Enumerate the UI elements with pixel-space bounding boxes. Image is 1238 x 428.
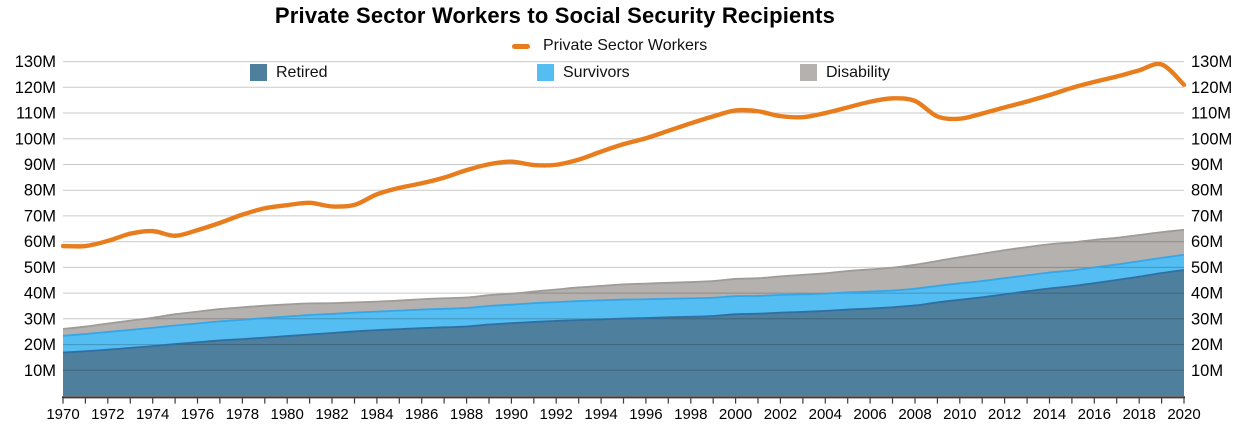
chart-title: Private Sector Workers to Social Securit… — [274, 3, 836, 28]
svg-text:2016: 2016 — [1078, 406, 1111, 423]
line-series — [60, 61, 1187, 249]
svg-text:2006: 2006 — [853, 406, 886, 423]
legend-item-disability: Disability — [800, 63, 890, 82]
svg-text:1986: 1986 — [405, 406, 438, 423]
svg-text:120M: 120M — [1191, 79, 1232, 97]
svg-text:120M: 120M — [15, 79, 56, 97]
svg-text:90M: 90M — [24, 156, 56, 174]
y-axis-labels-right: 10M 20M 30M 40M 50M 60M 70M 80M 90M 100M 110M 120M 1… — [1191, 53, 1232, 380]
x-axis — [62, 396, 1185, 404]
svg-text:1990: 1990 — [495, 406, 528, 423]
svg-text:100M: 100M — [1191, 130, 1232, 148]
area-retired — [63, 269, 1184, 396]
svg-text:1970: 1970 — [46, 406, 79, 423]
retired-swatch-icon — [250, 64, 267, 81]
svg-text:2002: 2002 — [764, 406, 797, 423]
y-axis-labels-left: 10M 20M 30M 40M 50M 60M 70M 80M 90M 100M 110M 120M 1… — [15, 53, 56, 380]
legend-line-series: Private Sector Workers — [512, 36, 707, 56]
svg-text:2014: 2014 — [1033, 406, 1066, 423]
svg-text:70M: 70M — [1191, 207, 1223, 225]
svg-text:50M: 50M — [1191, 259, 1223, 277]
svg-text:110M: 110M — [1191, 105, 1231, 123]
svg-text:2004: 2004 — [809, 406, 842, 423]
svg-text:2000: 2000 — [719, 406, 752, 423]
legend-item-survivors: Survivors — [537, 63, 630, 82]
svg-text:10M: 10M — [24, 362, 56, 380]
svg-text:30M: 30M — [24, 310, 56, 328]
svg-text:1980: 1980 — [271, 406, 304, 423]
svg-text:80M: 80M — [1191, 182, 1223, 200]
svg-text:2018: 2018 — [1123, 406, 1156, 423]
svg-text:2012: 2012 — [988, 406, 1021, 423]
svg-text:1988: 1988 — [450, 406, 483, 423]
svg-text:1994: 1994 — [584, 406, 617, 423]
svg-text:40M: 40M — [1191, 285, 1223, 303]
svg-text:60M: 60M — [1191, 233, 1223, 251]
svg-text:20M: 20M — [1191, 336, 1223, 354]
svg-text:2008: 2008 — [898, 406, 931, 423]
svg-text:130M: 130M — [1191, 53, 1232, 71]
svg-text:1974: 1974 — [136, 406, 169, 423]
disability-swatch-icon — [800, 64, 817, 81]
area-edges — [62, 228, 1185, 354]
svg-text:70M: 70M — [24, 207, 56, 225]
svg-text:2020: 2020 — [1167, 406, 1200, 423]
svg-text:1972: 1972 — [91, 406, 124, 423]
svg-text:1998: 1998 — [674, 406, 707, 423]
edge-retired — [62, 269, 1185, 354]
legend-line-label: Private Sector Workers — [543, 37, 708, 54]
svg-text:1982: 1982 — [315, 406, 348, 423]
edge-disability — [62, 228, 1185, 330]
svg-text:1996: 1996 — [629, 406, 662, 423]
svg-text:60M: 60M — [24, 233, 56, 251]
svg-text:1976: 1976 — [181, 406, 214, 423]
legend-disability-label: Disability — [826, 63, 891, 81]
svg-text:50M: 50M — [24, 259, 56, 277]
legend-item-retired: Retired — [250, 63, 328, 82]
orange-line-swatch-icon — [512, 43, 530, 49]
legend-retired-label: Retired — [276, 63, 328, 81]
svg-text:100M: 100M — [15, 130, 56, 148]
svg-text:130M: 130M — [15, 53, 56, 71]
svg-text:20M: 20M — [24, 336, 56, 354]
edge-survivors — [62, 253, 1185, 337]
x-axis-labels: 1970 1972 1974 1976 1978 1980 1982 1984 1986 1988… — [46, 406, 1200, 423]
svg-text:90M: 90M — [1191, 156, 1223, 174]
svg-text:80M: 80M — [24, 182, 56, 200]
svg-text:1992: 1992 — [540, 406, 573, 423]
svg-text:10M: 10M — [1191, 362, 1223, 380]
svg-text:110M: 110M — [16, 105, 56, 123]
svg-text:2010: 2010 — [943, 406, 976, 423]
private-sector-workers-line — [60, 61, 1187, 249]
legend-survivors-label: Survivors — [563, 63, 630, 81]
svg-text:30M: 30M — [1191, 310, 1223, 328]
svg-text:1984: 1984 — [360, 406, 393, 423]
stacked-areas — [63, 229, 1184, 396]
svg-text:1978: 1978 — [226, 406, 259, 423]
gridlines — [63, 61, 1184, 371]
survivors-swatch-icon — [537, 64, 554, 81]
svg-text:40M: 40M — [24, 285, 56, 303]
